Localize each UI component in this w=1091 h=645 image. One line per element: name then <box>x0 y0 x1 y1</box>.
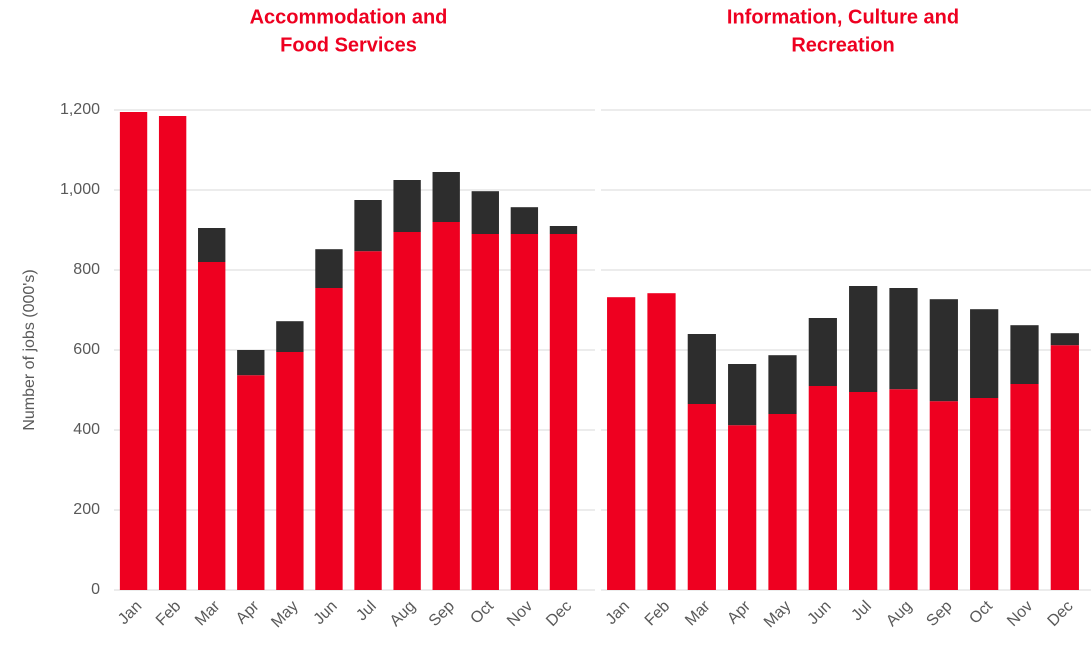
y-tick-label: 600 <box>73 341 100 358</box>
x-tick-label: Sep <box>923 598 955 630</box>
y-tick-label: 200 <box>73 501 100 518</box>
bar-segment <box>889 288 918 390</box>
bar-segment <box>315 288 343 590</box>
bar-segment <box>1050 333 1079 346</box>
bar-segment <box>849 286 878 392</box>
bar-segment <box>889 389 918 590</box>
bar-segment <box>607 297 636 590</box>
bar-segment <box>1010 325 1039 384</box>
y-tick-label: 1,200 <box>60 101 100 118</box>
x-tick-label: Nov <box>1004 598 1036 630</box>
bar-segment <box>393 180 421 232</box>
x-tick-label: Mar <box>192 597 224 629</box>
bar-segment <box>510 234 539 590</box>
x-tick-label: May <box>761 598 794 631</box>
x-tick-label: Apr <box>233 597 263 627</box>
bar-segment <box>354 200 382 252</box>
x-tick-label: Mar <box>682 597 714 629</box>
bar-segment <box>432 222 460 590</box>
bar-segment <box>276 321 304 352</box>
chart-title: Information, Culture and <box>727 6 959 28</box>
x-tick-label: Jan <box>115 598 145 628</box>
bar-segment <box>687 334 716 404</box>
bar-segment <box>728 364 757 426</box>
x-tick-label: Oct <box>467 597 497 627</box>
x-tick-label: Jun <box>804 598 834 628</box>
bar-segment <box>1010 384 1039 590</box>
bar-segment <box>768 355 797 414</box>
y-tick-label: 1,000 <box>60 181 100 198</box>
x-tick-label: Jan <box>603 598 633 628</box>
bar-segment <box>158 116 187 590</box>
y-axis-label: Number of jobs (000's) <box>21 269 38 430</box>
y-tick-label: 0 <box>91 581 100 598</box>
bar-segment <box>354 251 382 590</box>
bar-segment <box>728 425 757 590</box>
x-tick-label: Dec <box>543 598 575 630</box>
y-tick-label: 800 <box>73 261 100 278</box>
x-tick-label: Jun <box>311 598 341 628</box>
bar-segment <box>198 262 226 590</box>
x-tick-label: May <box>268 598 301 631</box>
bar-segment <box>510 207 539 234</box>
bar-segment <box>849 392 878 590</box>
bar-segment <box>237 375 265 590</box>
bar-segment <box>471 191 499 234</box>
x-tick-label: Feb <box>153 598 185 630</box>
bar-segment <box>393 232 421 590</box>
x-tick-label: Aug <box>387 598 419 630</box>
bar-segment <box>198 228 226 262</box>
chart-title: Recreation <box>791 34 894 56</box>
bar-segment <box>647 293 676 590</box>
bar-segment <box>276 352 304 590</box>
chart-title: Accommodation and <box>250 6 448 28</box>
x-tick-label: Jul <box>353 598 379 624</box>
x-tick-label: Nov <box>504 598 536 630</box>
bar-segment <box>549 226 578 234</box>
y-tick-label: 400 <box>73 421 100 438</box>
x-tick-label: Feb <box>642 598 674 630</box>
x-tick-label: Jul <box>848 598 874 624</box>
x-tick-label: Apr <box>724 597 754 627</box>
chart-title: Food Services <box>280 34 417 56</box>
bar-segment <box>237 350 265 376</box>
bar-segment <box>768 414 797 590</box>
bar-segment <box>471 234 499 590</box>
bar-segment <box>315 249 343 288</box>
bar-segment <box>1050 345 1079 590</box>
bar-segment <box>929 299 958 402</box>
bar-segment <box>808 386 837 590</box>
x-tick-label: Dec <box>1045 598 1077 630</box>
bar-segment <box>808 318 837 386</box>
bar-segment <box>970 398 999 590</box>
x-tick-label: Aug <box>883 598 915 630</box>
bar-segment <box>119 112 148 590</box>
bar-segment <box>929 401 958 590</box>
bar-segment <box>432 172 460 222</box>
x-tick-label: Sep <box>426 598 458 630</box>
x-tick-label: Oct <box>966 597 996 627</box>
bar-segment <box>970 309 999 398</box>
bar-segment <box>549 234 578 590</box>
bar-segment <box>687 404 716 590</box>
